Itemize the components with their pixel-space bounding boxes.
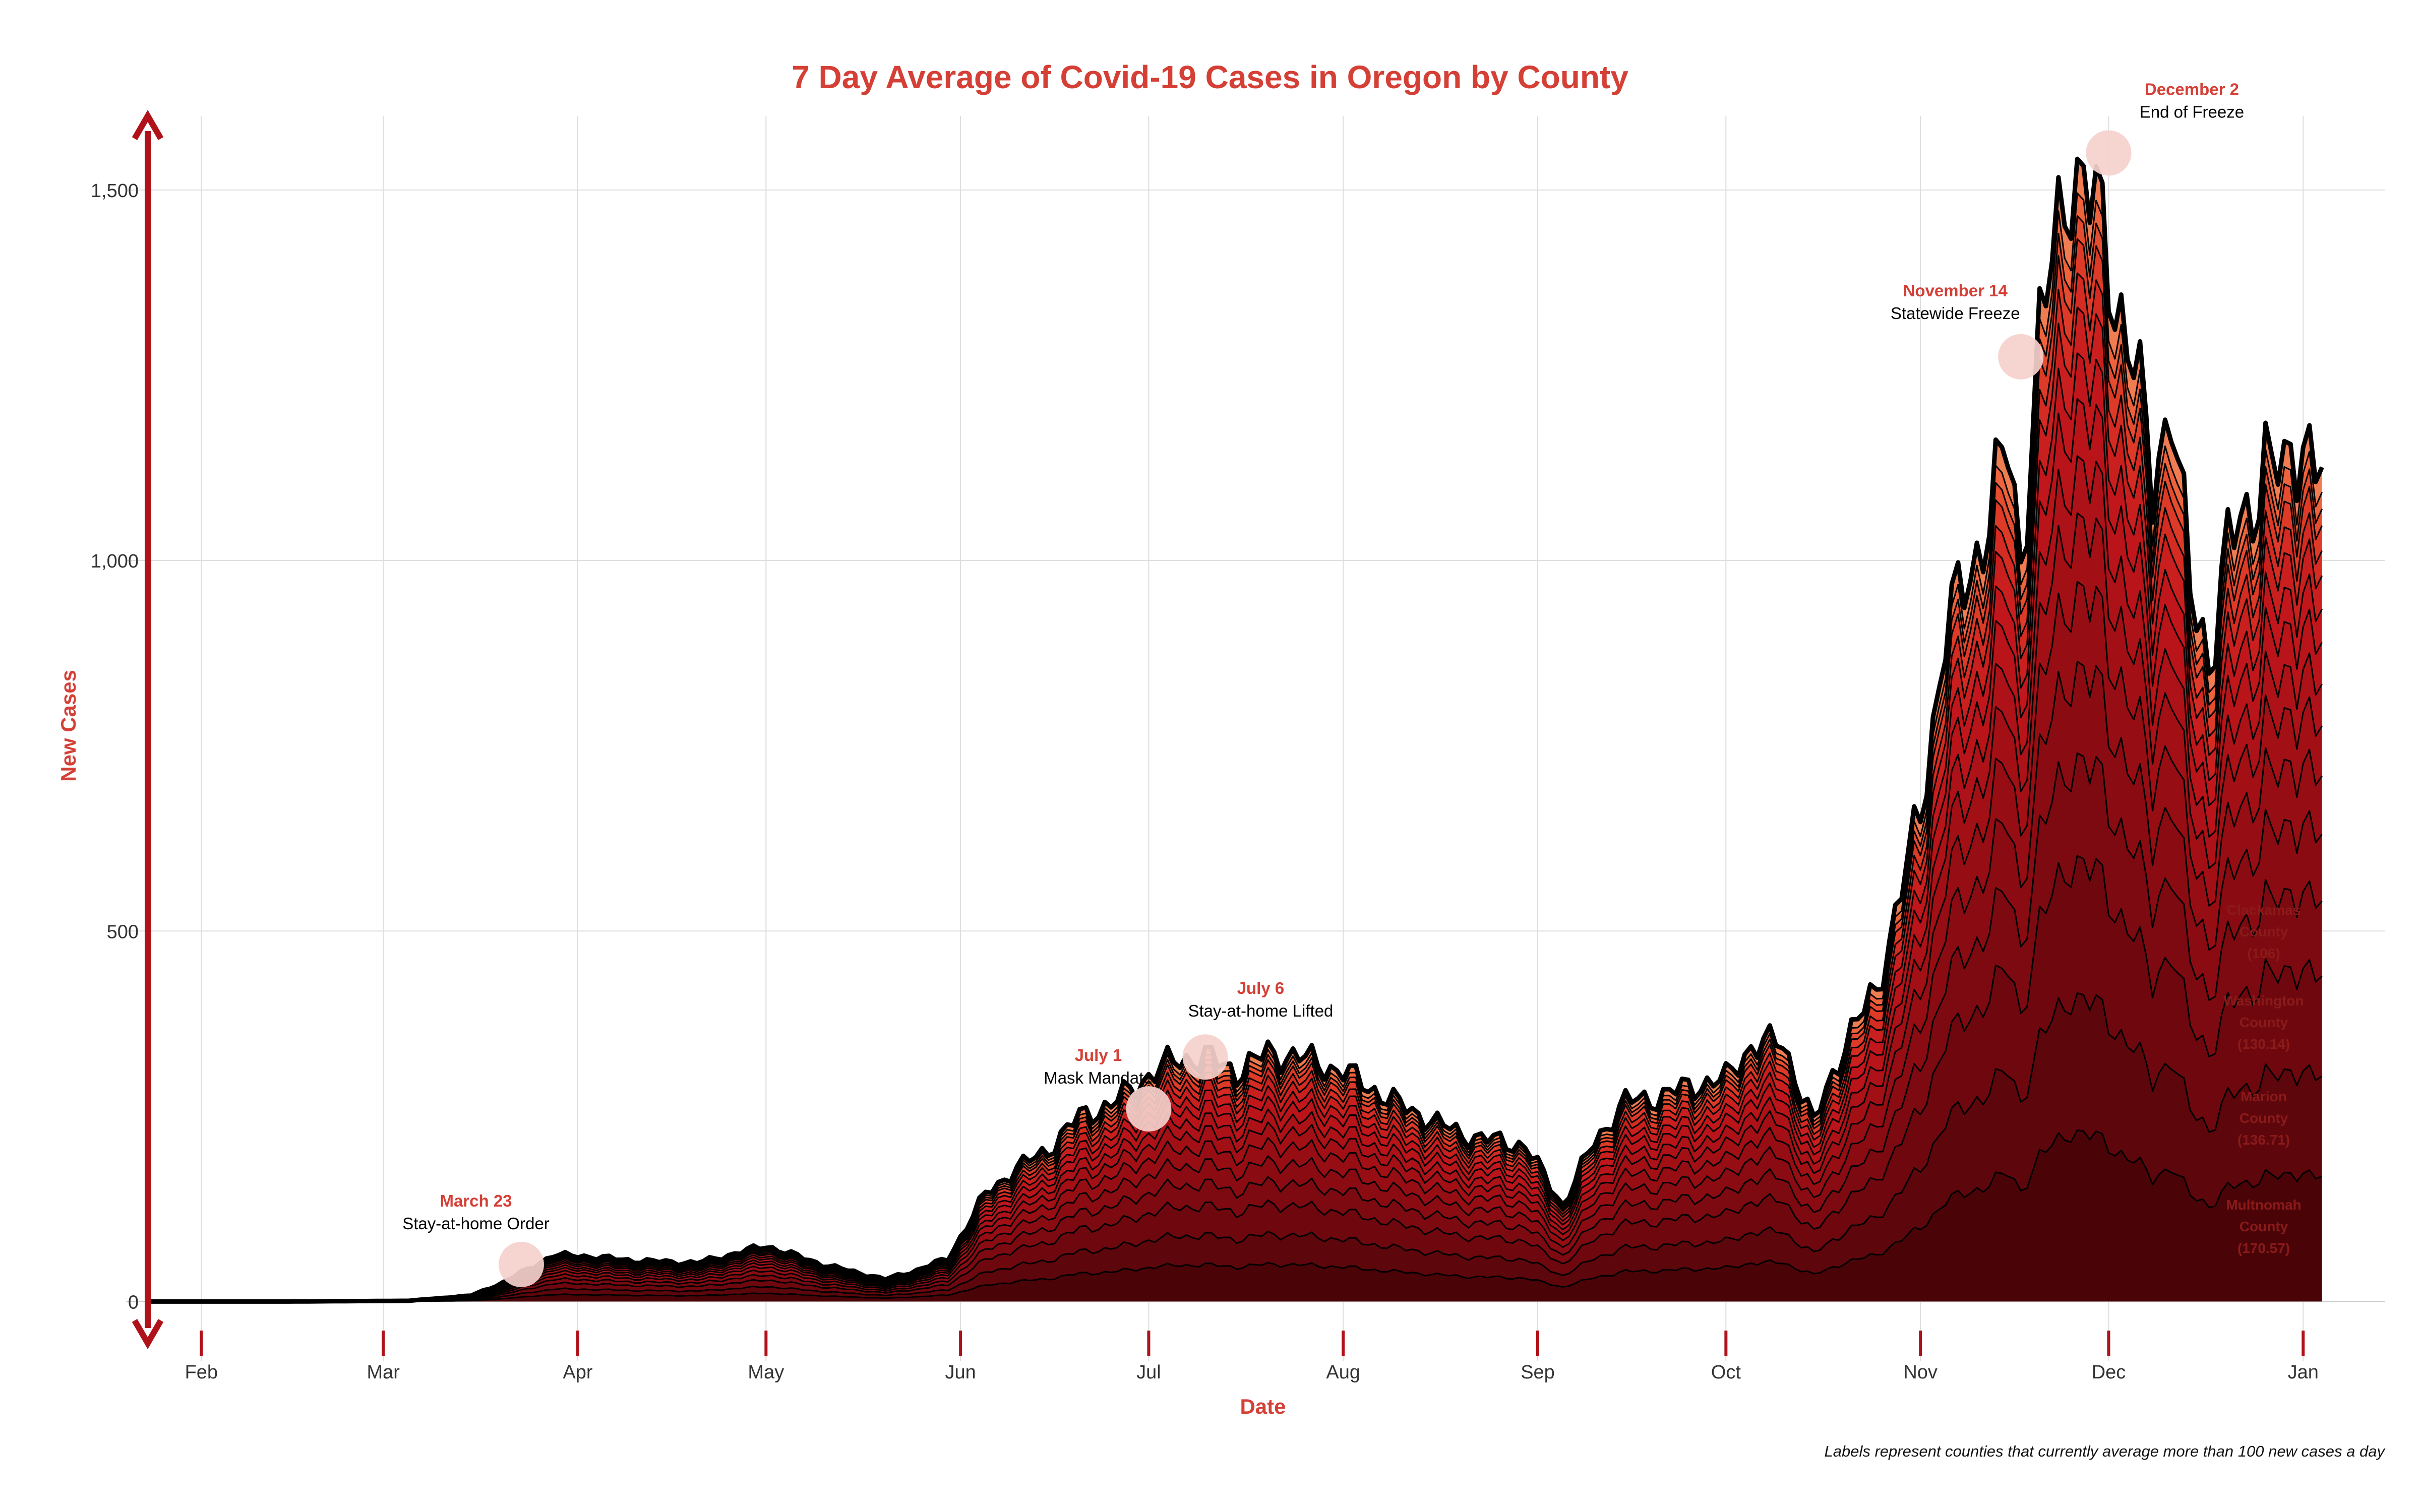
area-layer-3	[145, 856, 2322, 1302]
layer-outline-3	[145, 855, 2323, 1302]
area-layer-9	[145, 399, 2322, 1302]
layer-outline-9	[145, 398, 2323, 1302]
county-label-line: County	[2240, 924, 2288, 939]
area-layer-6	[145, 582, 2322, 1302]
chart-caption: Labels represent counties that currently…	[1825, 1442, 2386, 1460]
county-label-line: (130.14)	[2237, 1036, 2290, 1052]
layer-outline-6	[145, 581, 2323, 1302]
x-tick-label: Oct	[1711, 1362, 1741, 1383]
county-label-line: County	[2240, 1110, 2288, 1126]
x-tick-label: Jun	[945, 1362, 976, 1383]
event-date-label: December 2	[2145, 80, 2239, 99]
county-label-line: County	[2240, 1219, 2288, 1234]
area-layer-2	[145, 993, 2322, 1302]
y-tick-label: 1,000	[91, 551, 139, 572]
county-label-line: (106)	[2247, 946, 2280, 961]
layer-outline-4	[145, 752, 2323, 1302]
event-marker	[499, 1241, 544, 1287]
event-name-label: End of Freeze	[2140, 103, 2244, 121]
stacked-areas	[145, 159, 2322, 1302]
x-tick-label: Jan	[2288, 1362, 2319, 1383]
event-name-label: Stay-at-home Lifted	[1188, 1001, 1333, 1020]
county-label-line: County	[2240, 1015, 2288, 1030]
event-name-label: Stay-at-home Order	[402, 1214, 550, 1233]
chart-title: 7 Day Average of Covid-19 Cases in Orego…	[792, 59, 1628, 95]
x-tick-label: Feb	[185, 1362, 218, 1383]
event-name-label: Statewide Freeze	[1891, 304, 2020, 323]
x-tick-label: Jul	[1136, 1362, 1161, 1383]
layer-outlines	[145, 156, 2324, 1304]
y-axis-arrow-top	[132, 110, 164, 141]
event-marker	[2086, 130, 2132, 176]
area-layer-4	[145, 753, 2322, 1302]
layer-outline-5	[145, 661, 2323, 1302]
x-tick-label: Mar	[367, 1362, 400, 1383]
event-marker	[1182, 1034, 1228, 1080]
county-labels: Clackamas County (106) Washington County (130…	[2223, 902, 2304, 1256]
event-date-label: July 1	[1075, 1046, 1122, 1064]
event-marker	[1998, 334, 2044, 380]
county-label-line: Marion	[2241, 1089, 2287, 1104]
area-layer-7	[145, 513, 2322, 1302]
area-layer-1	[145, 1130, 2322, 1302]
x-axis: Feb Mar Apr May Jun Jul Aug Sep Oct Nov Dec Jan	[185, 1331, 2319, 1383]
x-tick-label: Nov	[1903, 1362, 1938, 1383]
event-date-label: November 14	[1903, 281, 2008, 300]
y-tick-label: 1,500	[91, 180, 139, 202]
x-tick-label: Apr	[563, 1362, 592, 1383]
event-date-label: July 6	[1237, 979, 1285, 997]
area-layer-5	[145, 661, 2322, 1302]
layer-outline-8	[145, 455, 2323, 1302]
layer-outline-1	[145, 1129, 2323, 1302]
event-name-label: Mask Mandate	[1044, 1068, 1153, 1087]
y-axis-title: New Cases	[56, 670, 80, 782]
layer-outline-10	[145, 352, 2323, 1302]
event-marker	[1126, 1086, 1172, 1132]
x-tick-label: Sep	[1521, 1362, 1555, 1383]
y-tick-label: 0	[128, 1292, 139, 1313]
county-label-line: (136.71)	[2237, 1132, 2290, 1148]
area-layer-8	[145, 456, 2322, 1302]
x-tick-label: Dec	[2092, 1362, 2126, 1383]
layer-outline-2	[145, 992, 2323, 1302]
county-label-line: Multnomah	[2226, 1197, 2301, 1213]
y-axis: 0 500 1,000 1,500	[91, 110, 164, 1349]
event-date-label: March 23	[440, 1191, 512, 1210]
x-tick-label: Aug	[1326, 1362, 1360, 1383]
x-axis-title: Date	[1240, 1395, 1286, 1418]
county-label-line: Washington	[2223, 993, 2304, 1009]
event-annotations: March 23 Stay-at-home Order July 1 Mask Man…	[402, 80, 2244, 1287]
county-label-line: (170.57)	[2237, 1240, 2290, 1256]
x-tick-label: May	[748, 1362, 784, 1383]
y-tick-label: 500	[107, 921, 139, 942]
county-label-line: Clackamas	[2227, 902, 2301, 918]
layer-outline-7	[145, 512, 2323, 1302]
y-axis-arrow-bottom	[132, 1318, 164, 1349]
